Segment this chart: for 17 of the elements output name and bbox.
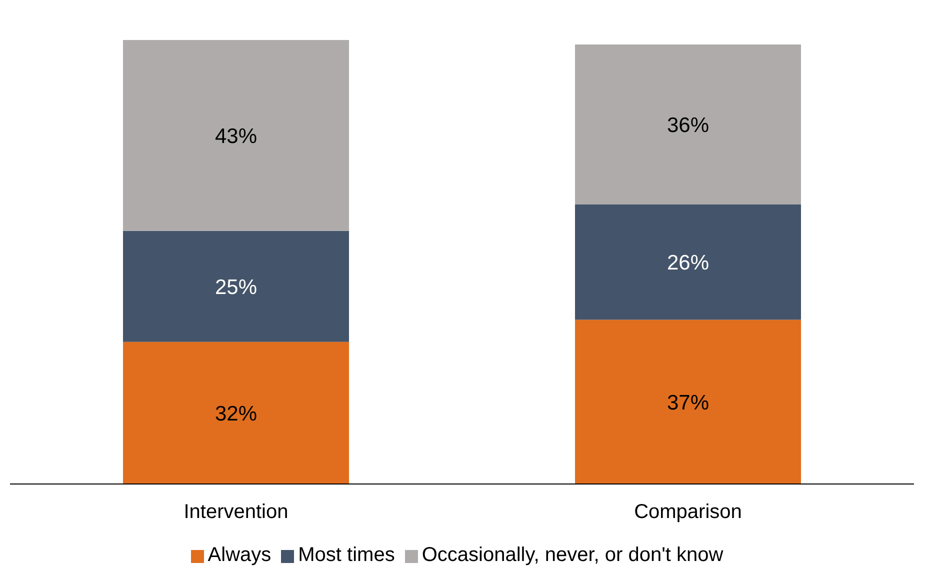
x-tick-label: Comparison [634, 501, 742, 524]
bar [123, 40, 349, 231]
data-label: 32% [214, 402, 258, 426]
bar [575, 320, 801, 484]
data-label: 25% [214, 276, 258, 299]
data-label: 43% [214, 124, 258, 148]
bar [575, 44, 801, 204]
x-tick-label: Intervention [184, 501, 288, 524]
data-label: 37% [666, 391, 710, 414]
data-label: 36% [666, 114, 710, 137]
legend-label: Most times [298, 544, 395, 566]
bar [575, 204, 801, 320]
bar [123, 230, 349, 342]
legend-label: Always [208, 544, 272, 566]
legend-label: Occasionally, never, or don't know [422, 544, 724, 566]
bar [123, 342, 349, 484]
data-label: 26% [666, 251, 710, 274]
